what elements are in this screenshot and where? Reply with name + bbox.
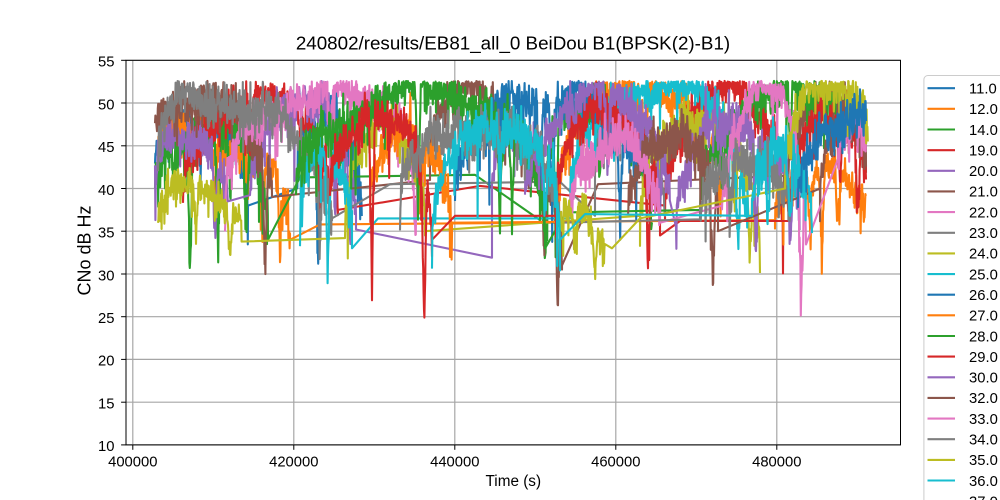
svg-text:50: 50 [98,97,114,113]
svg-text:CNo dB Hz: CNo dB Hz [75,205,95,295]
svg-text:19.0: 19.0 [969,144,998,160]
svg-text:14.0: 14.0 [969,123,998,139]
svg-text:27.0: 27.0 [969,309,998,325]
svg-text:33.0: 33.0 [969,412,998,428]
svg-text:Time (s): Time (s) [486,473,542,490]
svg-text:45: 45 [98,140,114,156]
svg-text:440000: 440000 [430,455,479,471]
svg-text:460000: 460000 [591,455,640,471]
svg-text:12.0: 12.0 [969,102,998,118]
svg-text:10: 10 [98,439,114,455]
svg-text:34.0: 34.0 [969,433,998,449]
svg-text:480000: 480000 [752,455,801,471]
svg-text:25: 25 [98,311,114,327]
svg-text:25.0: 25.0 [969,267,998,283]
svg-text:23.0: 23.0 [969,226,998,242]
svg-text:40: 40 [98,183,114,199]
svg-text:20: 20 [98,354,114,370]
svg-text:32.0: 32.0 [969,391,998,407]
svg-text:240802/results/EB81_all_0 BeiD: 240802/results/EB81_all_0 BeiDou B1(BPSK… [296,33,730,55]
svg-text:55: 55 [98,55,114,71]
svg-text:37.0: 37.0 [969,495,998,500]
svg-text:15: 15 [98,397,114,413]
svg-text:11.0: 11.0 [969,82,997,98]
svg-text:29.0: 29.0 [969,350,998,366]
svg-text:30: 30 [98,268,114,284]
svg-text:36.0: 36.0 [969,474,998,490]
svg-text:28.0: 28.0 [969,329,998,345]
svg-text:22.0: 22.0 [969,205,998,221]
svg-text:24.0: 24.0 [969,247,998,263]
svg-text:35: 35 [98,226,114,242]
svg-text:400000: 400000 [108,455,157,471]
svg-text:420000: 420000 [269,455,318,471]
svg-text:30.0: 30.0 [969,371,998,387]
svg-text:26.0: 26.0 [969,288,998,304]
svg-text:21.0: 21.0 [969,185,998,201]
svg-text:20.0: 20.0 [969,164,998,180]
svg-text:35.0: 35.0 [969,453,998,469]
